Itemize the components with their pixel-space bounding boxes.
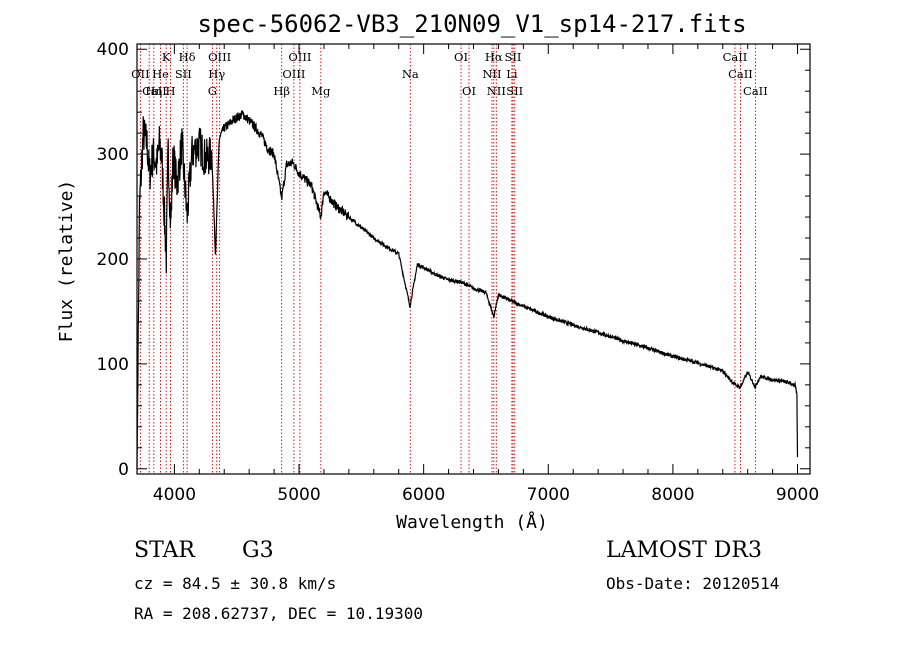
line-label: SII — [506, 84, 523, 98]
plot-frame — [136, 43, 811, 475]
x-tick-label: 7000 — [527, 485, 570, 505]
line-label: OI — [462, 84, 476, 98]
line-label: OIII — [288, 50, 311, 64]
line-label: CaII — [743, 84, 768, 98]
object-subclass: G3 — [242, 538, 274, 563]
line-label: Li — [506, 67, 518, 81]
x-axis-label: Wavelength (Å) — [396, 511, 548, 533]
line-label: Hα — [485, 50, 503, 64]
line-label: Na — [402, 67, 419, 81]
line-label: OIII — [208, 50, 231, 64]
line-label: K — [162, 50, 171, 64]
line-label: H — [166, 84, 176, 98]
x-tick-label: 5000 — [277, 485, 320, 505]
line-label: Hη — [145, 84, 162, 98]
y-tick-label: 400 — [97, 40, 129, 60]
line-label: Hγ — [208, 67, 225, 81]
line-label: Hδ — [179, 50, 196, 64]
x-tick-label: 9000 — [776, 485, 819, 505]
y-axis-ticks: 0 100 200 300 400 — [97, 40, 810, 480]
line-label: He — [152, 67, 169, 81]
observation-date: Obs-Date: 20120514 — [606, 574, 780, 593]
line-label: NII — [482, 67, 501, 81]
coordinates: RA = 208.62737, DEC = 10.19300 — [134, 604, 423, 623]
y-tick-label: 300 — [97, 145, 129, 165]
survey-name: LAMOST DR3 — [606, 538, 762, 563]
line-label: Mg — [311, 84, 331, 98]
y-axis-label: Flux (relative) — [56, 180, 77, 343]
y-tick-label: 200 — [97, 250, 129, 270]
line-label: CaII — [723, 50, 748, 64]
line-label: CaII — [142, 84, 167, 98]
y-tick-label: 100 — [97, 355, 129, 375]
spectrum-line — [136, 109, 799, 469]
line-label: SII — [505, 50, 522, 64]
y-tick-label: 0 — [118, 460, 129, 480]
line-label: CaII — [728, 67, 753, 81]
redshift-velocity: cz = 84.5 ± 30.8 km/s — [134, 574, 337, 593]
line-label: SII — [175, 67, 192, 81]
line-label: OII — [131, 67, 150, 81]
x-tick-label: 6000 — [402, 485, 445, 505]
x-tick-label: 8000 — [651, 485, 694, 505]
object-class: STAR — [134, 538, 195, 563]
line-label: OIII — [282, 67, 305, 81]
chart-title: spec-56062-VB3_210N09_V1_sp14-217.fits — [197, 10, 746, 38]
line-label: OI — [454, 50, 468, 64]
x-tick-label: 4000 — [153, 485, 196, 505]
line-label: NII — [487, 84, 506, 98]
line-label: G — [208, 84, 217, 98]
emission-line-markers — [139, 44, 756, 474]
line-label: Hβ — [273, 84, 290, 98]
x-axis-ticks: 4000 5000 6000 7000 8000 9000 — [153, 44, 819, 505]
